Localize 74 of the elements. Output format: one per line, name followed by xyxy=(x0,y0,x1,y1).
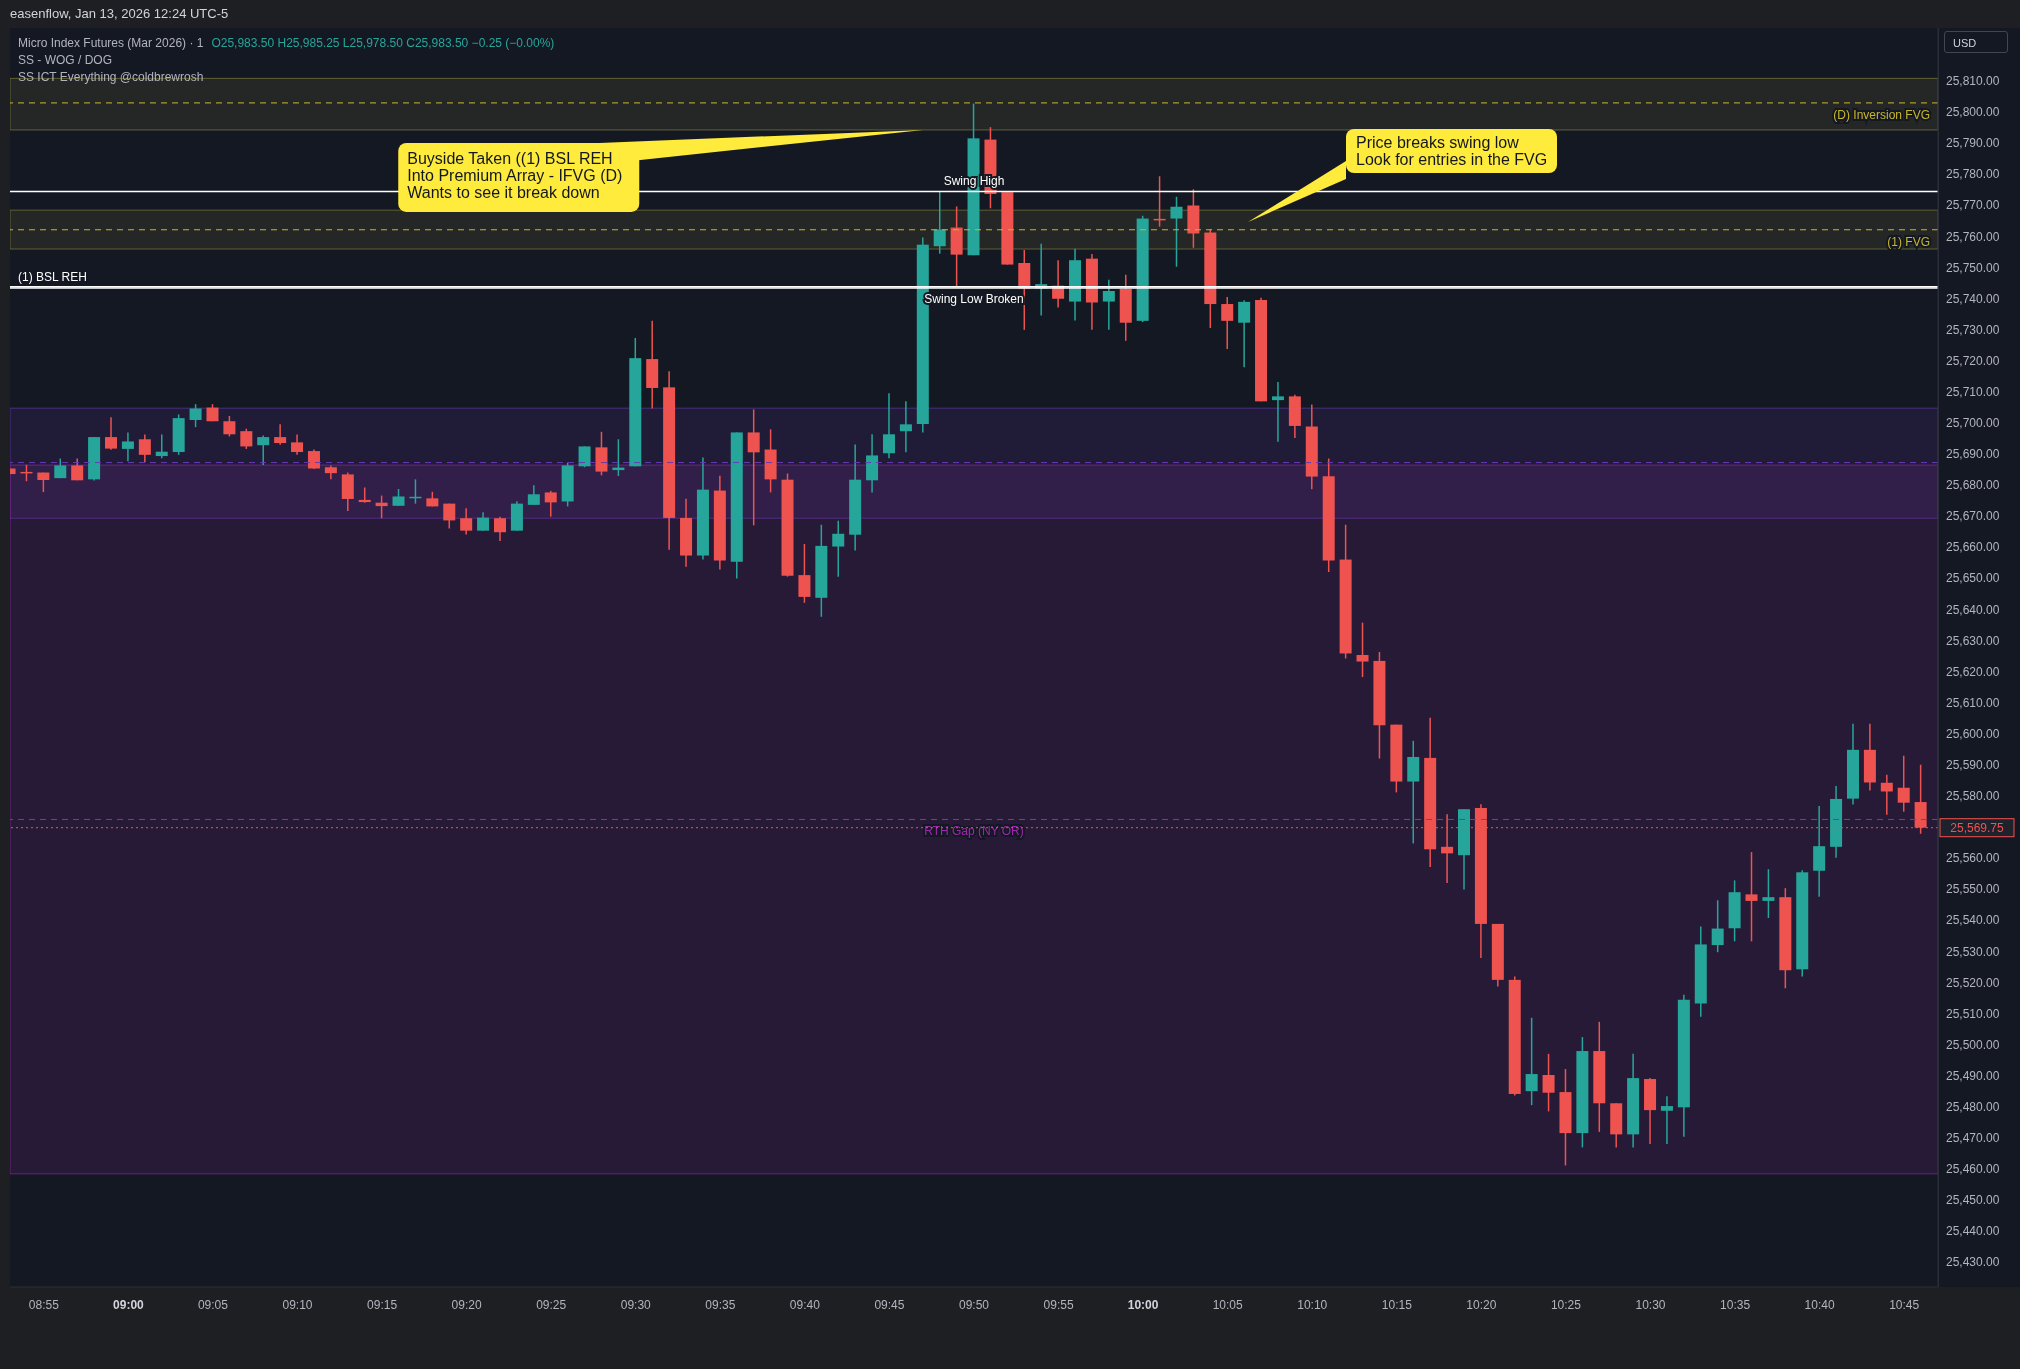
y-tick-label: 25,780.00 xyxy=(1946,167,2000,182)
y-tick-label: 25,650.00 xyxy=(1946,571,2000,586)
y-tick-label: 25,720.00 xyxy=(1946,353,2000,368)
annotation: O25,983.50 H25,985.25 L25,978.50 C25,983.50 −0.25 (−0.00%) xyxy=(211,36,555,50)
x-tick-label: 10:45 xyxy=(1889,1298,1920,1312)
y-tick-label: 25,700.00 xyxy=(1946,416,2000,431)
y-tick-label: 25,480.00 xyxy=(1946,1099,2000,1114)
x-tick-label: 10:15 xyxy=(1381,1298,1413,1312)
ref-line-label: RTH Gap (NY OR) xyxy=(924,824,1024,839)
x-tick-label: 09:00 xyxy=(113,1298,145,1312)
y-tick-label: 25,430.00 xyxy=(1946,1255,2000,1270)
y-tick-label: 25,730.00 xyxy=(1946,322,2000,337)
y-tick-label: 25,630.00 xyxy=(1946,633,2000,648)
x-tick-label: 09:10 xyxy=(282,1298,313,1312)
y-tick-label: 25,510.00 xyxy=(1946,1006,2000,1021)
y-tick-label: 25,470.00 xyxy=(1946,1131,2000,1146)
y-tick-label: 25,810.00 xyxy=(1946,74,2000,89)
ref-line-label: (D) Inversion FVG xyxy=(1833,107,1930,122)
y-tick-label: 25,520.00 xyxy=(1946,975,2000,990)
annotation: SS - WOG / DOG xyxy=(18,52,113,69)
x-tick-label: 10:20 xyxy=(1466,1298,1497,1312)
x-tick-label: 09:55 xyxy=(1043,1298,1074,1312)
y-tick-label: 25,500.00 xyxy=(1946,1037,2000,1052)
y-tick-label: 25,540.00 xyxy=(1946,913,2000,928)
annotation: Buyside Taken ((1) BSL REH Into Premium Array - IFVG (D) Wants to see it break down xyxy=(407,149,623,201)
y-tick-label: 25,460.00 xyxy=(1946,1162,2000,1177)
x-tick-label: 09:40 xyxy=(789,1298,821,1312)
x-tick-label: 09:45 xyxy=(874,1298,905,1312)
y-tick-label: 25,760.00 xyxy=(1946,229,2000,244)
y-tick-label: 25,610.00 xyxy=(1946,695,2000,710)
x-tick-label: 10:00 xyxy=(1127,1298,1159,1312)
x-tick-label: 09:25 xyxy=(536,1298,567,1312)
y-tick-label: 25,590.00 xyxy=(1946,758,2000,773)
x-tick-label: 10:25 xyxy=(1550,1298,1582,1312)
text: USD xyxy=(1944,31,2008,53)
x-tick-label: 09:50 xyxy=(958,1298,990,1312)
x-tick-label: 08:55 xyxy=(28,1298,60,1312)
y-tick-label: 25,600.00 xyxy=(1946,726,2000,741)
y-tick-label: 25,750.00 xyxy=(1946,260,2000,275)
y-tick-label: 25,560.00 xyxy=(1946,851,2000,866)
x-tick-label: 09:30 xyxy=(620,1298,652,1312)
y-tick-label: 25,660.00 xyxy=(1946,540,2000,555)
ref-line-label: (1) FVG xyxy=(1887,234,1930,249)
x-tick-label: 09:35 xyxy=(705,1298,736,1312)
ref-line-label: 25,569.75 xyxy=(1950,820,2005,835)
x-tick-label: 10:40 xyxy=(1804,1298,1835,1312)
x-tick-label: 10:05 xyxy=(1212,1298,1244,1312)
y-tick-label: 25,690.00 xyxy=(1946,447,2000,462)
x-tick-label: 09:20 xyxy=(451,1298,482,1312)
annotation: Price breaks swing low Look for entries in the FVG xyxy=(1346,129,1558,173)
y-tick-label: 25,550.00 xyxy=(1946,882,2000,897)
x-tick-label: 09:15 xyxy=(367,1298,398,1312)
x-tick-label: 10:10 xyxy=(1297,1298,1328,1312)
y-tick-label: 25,770.00 xyxy=(1946,198,2000,213)
x-tick-label: 10:35 xyxy=(1720,1298,1751,1312)
y-tick-label: 25,490.00 xyxy=(1946,1068,2000,1083)
y-tick-label: 25,800.00 xyxy=(1946,105,2000,120)
y-tick-label: 25,640.00 xyxy=(1946,602,2000,617)
text: easenflow, Jan 13, 2026 12:24 UTC-5 xyxy=(10,6,229,21)
y-tick-label: 25,680.00 xyxy=(1946,478,2000,493)
text: Micro Index Futures (Mar 2026) · 1 xyxy=(18,36,204,50)
annotation: SS ICT Everything @coldbrewrosh xyxy=(18,69,205,86)
y-tick-label: 25,450.00 xyxy=(1946,1193,2000,1208)
ref-line-label: (1) BSL REH xyxy=(18,269,87,284)
y-tick-label: 25,740.00 xyxy=(1946,291,2000,306)
y-tick-label: 25,670.00 xyxy=(1946,509,2000,524)
y-tick-label: 25,580.00 xyxy=(1946,789,2000,804)
y-tick-label: 25,440.00 xyxy=(1946,1224,2000,1239)
y-tick-label: 25,620.00 xyxy=(1946,664,2000,679)
x-tick-label: 09:05 xyxy=(197,1298,229,1312)
y-tick-label: 25,710.00 xyxy=(1946,384,2000,399)
y-tick-label: 25,530.00 xyxy=(1946,944,2000,959)
x-tick-label: 10:30 xyxy=(1635,1298,1666,1312)
y-tick-label: 25,790.00 xyxy=(1946,136,2000,151)
